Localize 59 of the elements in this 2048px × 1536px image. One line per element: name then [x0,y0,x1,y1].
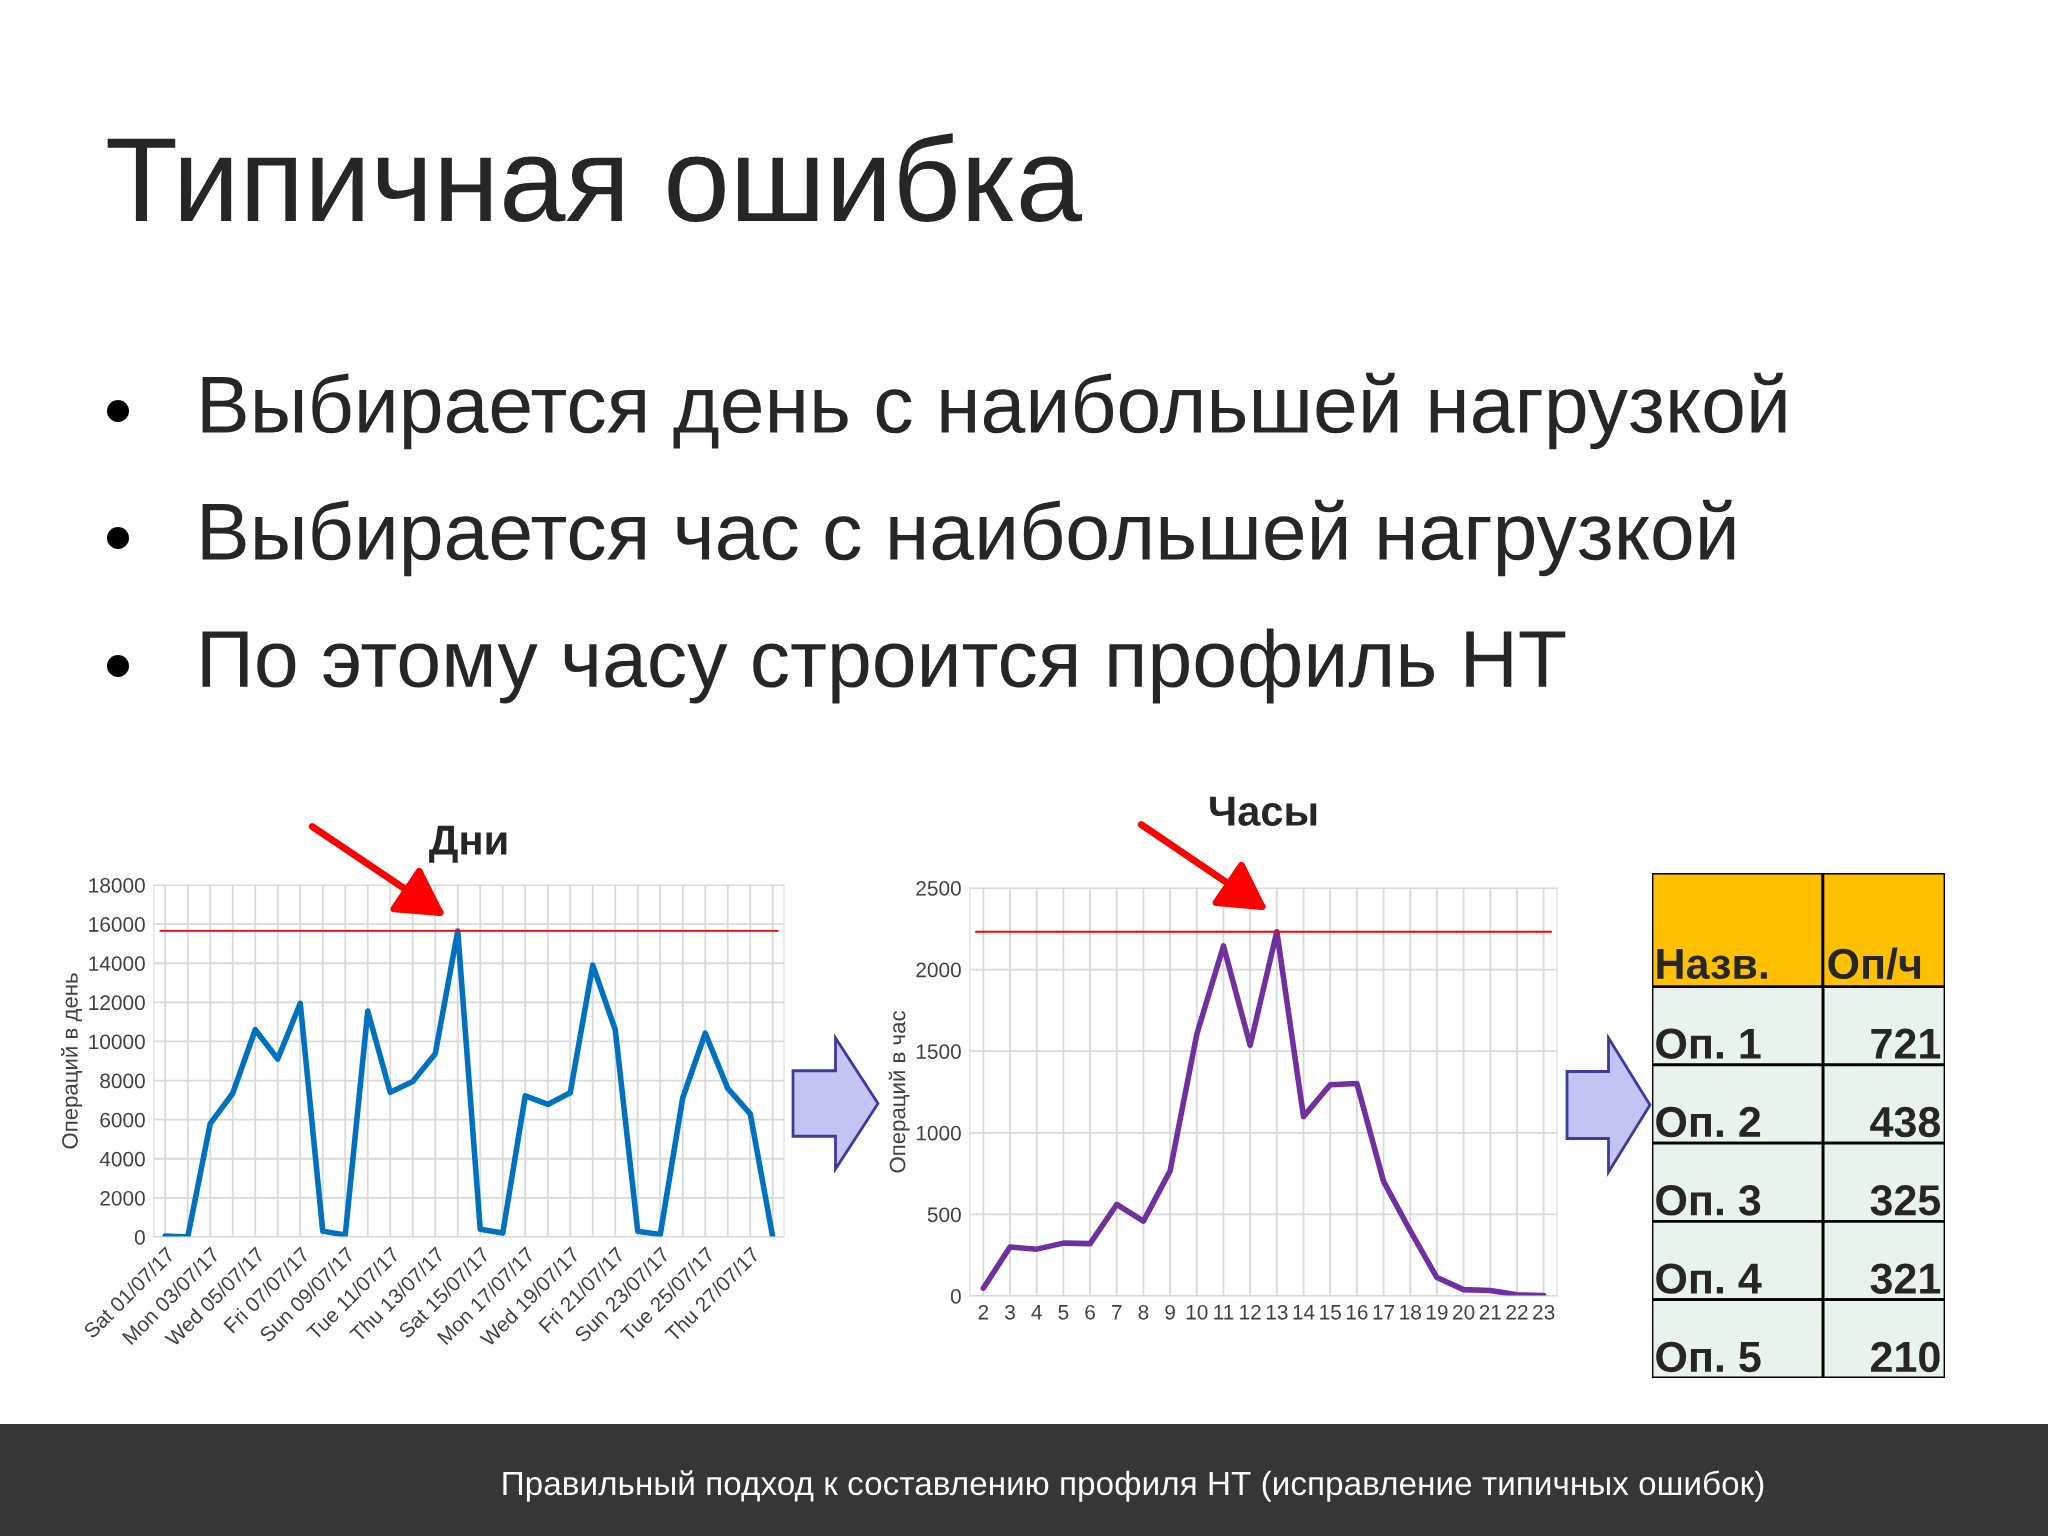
x-tick-label: 22 [1506,1304,1528,1320]
y-tick-label: 1000 [916,1125,961,1141]
text: Типичная ошибка [107,133,1083,223]
data-label: 438 [1870,1106,1941,1138]
x-tick-label: 19 [1426,1304,1448,1320]
x-tick-label: 2 [978,1304,989,1320]
text: Выбирается час с наибольшей нагрузкой [202,499,1735,577]
chart-title: Часы [1210,796,1317,826]
text: Правильный подход к составлению профиля НТ (исправление типичных ошибок) [503,1470,1764,1502]
x-tick-label: 5 [1058,1305,1069,1320]
y-tick-label: 2500 [916,881,961,896]
x-tick-label: 23 [1533,1304,1555,1320]
y-axis-title: Операций в час [888,1011,910,1173]
y-tick-label: 2000 [100,1190,145,1206]
x-tick-label: 15 [1320,1305,1341,1320]
x-tick-label: 14 [1293,1305,1315,1320]
x-tick-label: 17 [1373,1305,1395,1320]
y-tick-label: 10000 [89,1034,145,1050]
y-tick-label: 0 [134,1230,145,1245]
y-tick-label: Оп. 3 [1656,1185,1761,1216]
x-tick-label: 21 [1479,1304,1501,1320]
x-tick-label: 18 [1400,1304,1421,1320]
y-tick-label: 12000 [89,995,145,1011]
x-tick-label: 20 [1453,1304,1475,1320]
y-tick-label: Оп. 4 [1656,1263,1762,1294]
x-tick-label: 16 [1346,1304,1368,1320]
data-label: 321 [1870,1263,1941,1294]
y-tick-label: Оп. 5 [1656,1341,1761,1373]
x-tick-label: 8 [1138,1304,1149,1320]
data-label: 210 [1871,1341,1940,1373]
y-tick-label: 6000 [100,1112,145,1128]
text: Выбирается день с наибольшей нагрузкой [202,372,1786,450]
x-tick-label: 4 [1031,1305,1042,1320]
x-tick-label: 13 [1266,1304,1288,1320]
x-tick-label: 7 [1112,1305,1122,1320]
x-tick-label: 9 [1165,1304,1175,1320]
y-tick-label: 18000 [89,878,145,893]
y-tick-label: 1500 [916,1044,961,1059]
y-tick-label: 0 [950,1289,961,1304]
x-tick-label: 3 [1005,1304,1015,1320]
y-tick-label: 16000 [89,917,145,932]
y-axis-title: Назв. [1657,949,1767,980]
y-tick-label: 14000 [89,956,145,971]
chart-title: Дни [429,825,507,863]
y-tick-label: 4000 [99,1151,145,1167]
y-tick-label: Оп. 2 [1656,1106,1761,1138]
y-tick-label: 8000 [100,1073,145,1089]
x-tick-label: 6 [1085,1304,1095,1320]
y-tick-label: 2000 [916,962,961,978]
text: По этому часу строится профиль НТ [202,628,1566,704]
y-tick-label: Оп. 1 [1656,1028,1761,1059]
x-tick-label: 12 [1240,1304,1261,1320]
y-axis-title: Операций в день [61,973,83,1149]
data-label: 721 [1871,1028,1941,1059]
data-label: 325 [1870,1185,1941,1216]
y-tick-label: 500 [927,1207,961,1223]
x-tick-label: 11 [1214,1305,1234,1320]
x-tick-label: 10 [1186,1304,1208,1320]
x-tick-label: Оп/ч [1828,947,1921,980]
